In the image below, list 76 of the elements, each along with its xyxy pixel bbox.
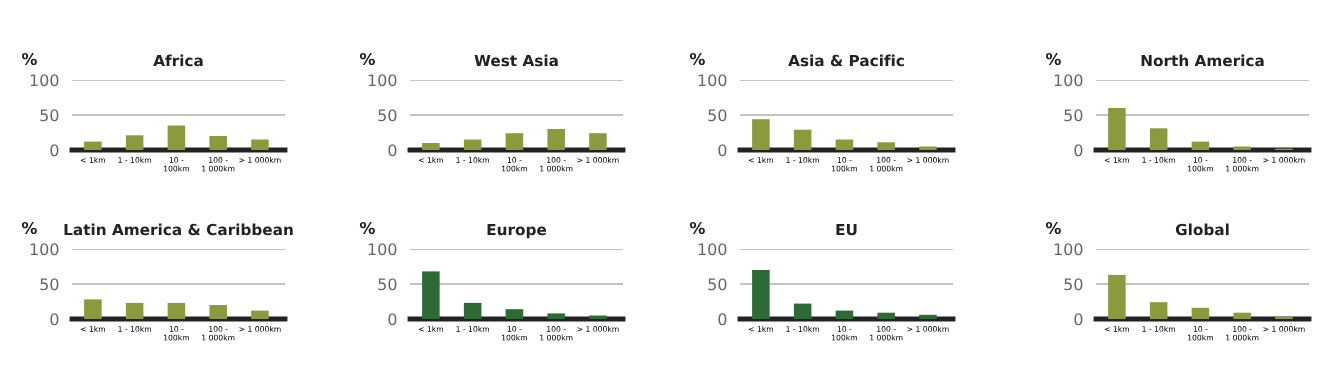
- bar: [463, 302, 482, 319]
- bar: [1108, 108, 1126, 150]
- y-tick-label: 100: [30, 243, 59, 256]
- chart-title: Global: [1175, 223, 1229, 236]
- chart-title: Latin America & Caribbean: [64, 223, 293, 236]
- bar: [209, 136, 227, 150]
- y-axis-title: %: [359, 221, 375, 235]
- y-axis-title: %: [21, 221, 37, 235]
- y-tick-label: 0: [388, 144, 397, 157]
- chart-title: Europe: [487, 223, 547, 239]
- bar: [1275, 316, 1293, 319]
- chart-title: Africa: [153, 54, 203, 67]
- y-tick-label: 100: [30, 74, 59, 87]
- bar: [1233, 312, 1251, 319]
- bar: [84, 141, 102, 150]
- bar: [251, 310, 269, 319]
- y-tick-label: 50: [40, 278, 59, 291]
- y-tick-label: 0: [50, 144, 59, 157]
- bar: [1149, 128, 1168, 150]
- bar: [877, 142, 895, 150]
- bar: [547, 313, 565, 319]
- chart-title: EU: [836, 223, 857, 236]
- bar: [167, 302, 186, 319]
- y-axis-title: %: [1045, 221, 1061, 235]
- bar: [209, 305, 227, 319]
- bar: [835, 139, 854, 150]
- bar: [752, 119, 770, 150]
- y-tick-label: 0: [718, 313, 727, 326]
- y-tick-label: 50: [378, 278, 397, 291]
- y-tick-label: 50: [40, 109, 59, 122]
- y-tick-label: 100: [368, 243, 397, 256]
- bar: [547, 129, 565, 150]
- bar: [877, 312, 895, 319]
- bar: [1149, 302, 1168, 319]
- bar: [125, 302, 144, 319]
- bar: [505, 309, 524, 319]
- bar: [752, 270, 770, 319]
- y-axis-title: %: [689, 221, 705, 235]
- y-tick-label: 50: [378, 109, 397, 122]
- y-axis-title: %: [359, 52, 375, 66]
- y-tick-label: 0: [1074, 313, 1083, 326]
- bar: [793, 129, 812, 150]
- bar: [1191, 307, 1210, 319]
- bar: [251, 139, 269, 150]
- y-axis-title: %: [689, 52, 705, 66]
- bar: [422, 143, 440, 150]
- y-tick-label: 100: [1054, 243, 1083, 256]
- bar: [1108, 274, 1126, 319]
- y-tick-label: 50: [708, 109, 727, 122]
- y-tick-label: 100: [368, 74, 397, 87]
- y-tick-label: 100: [1054, 74, 1083, 87]
- y-tick-label: 0: [1074, 144, 1083, 157]
- y-tick-label: 100: [698, 74, 727, 87]
- bar: [589, 133, 607, 150]
- bar: [463, 139, 482, 150]
- bar: [125, 135, 144, 150]
- y-tick-label: 0: [718, 144, 727, 157]
- y-axis-title: %: [21, 52, 37, 66]
- bar: [84, 299, 102, 319]
- bar: [919, 314, 937, 319]
- chart-title: Asia & Pacific: [788, 54, 904, 67]
- y-tick-label: 50: [708, 278, 727, 291]
- bar: [505, 133, 524, 150]
- chart-title: North America: [1141, 54, 1264, 67]
- bar: [1191, 141, 1210, 150]
- bar: [793, 303, 812, 319]
- bar: [167, 125, 186, 150]
- y-axis-title: %: [1045, 52, 1061, 66]
- y-tick-label: 50: [1064, 278, 1083, 291]
- bar: [422, 271, 440, 319]
- chart-title: West Asia: [474, 54, 558, 67]
- y-tick-label: 50: [1064, 109, 1083, 122]
- y-tick-label: 100: [698, 243, 727, 256]
- y-tick-label: 0: [388, 313, 397, 326]
- y-tick-label: 0: [50, 313, 59, 326]
- bar: [835, 310, 854, 319]
